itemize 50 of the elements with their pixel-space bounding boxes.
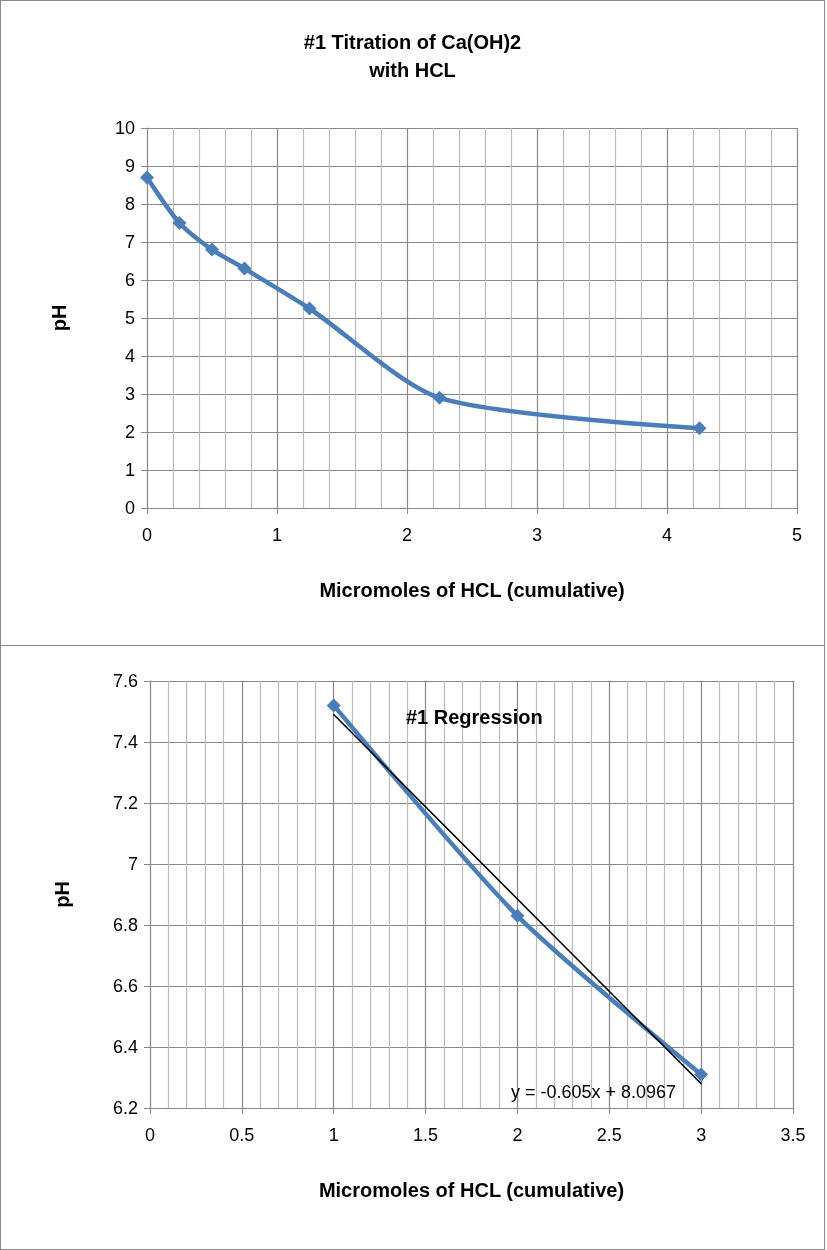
x-tick-label: 3: [531, 525, 543, 545]
point: [694, 1067, 709, 1082]
point: [205, 242, 219, 257]
y-tick-label: 10: [114, 118, 135, 138]
x-axis-title: Micromoles of HCL (cumulative): [319, 579, 625, 601]
text: #1 Regression: [406, 706, 543, 728]
y-tick-label: 7.6: [112, 671, 138, 691]
y-tick-label: 4: [124, 346, 135, 366]
point: [140, 170, 154, 185]
x-tick-label: 4: [661, 525, 673, 545]
point: [692, 421, 707, 436]
point: [432, 390, 447, 405]
y-tick-label: 7.2: [112, 793, 138, 813]
y-tick-label: 7: [124, 232, 135, 252]
y-tick-label: 7.4: [112, 732, 138, 752]
x-tick-label: 0: [141, 525, 153, 545]
x-tick-label: 3: [696, 1125, 707, 1145]
x-tick-label: 0.5: [229, 1125, 255, 1145]
point: [172, 216, 187, 230]
y-tick-label: 5: [124, 308, 135, 328]
x-tick-label: 1: [328, 1125, 339, 1145]
y-tick-label: 0: [124, 498, 135, 518]
point: [302, 301, 317, 316]
point: [237, 261, 252, 276]
x-tick-label: 3.5: [780, 1125, 806, 1145]
x-tick-label: 0: [144, 1125, 156, 1145]
x-tick-label: 5: [791, 525, 803, 545]
x-axis-title: Micromoles of HCL (cumulative): [318, 1179, 625, 1201]
y-axis-title: pH: [51, 881, 73, 908]
y-tick-label: 1: [124, 460, 135, 480]
y-tick-label: 3: [124, 384, 135, 404]
y-tick-label: 6.6: [112, 976, 138, 996]
y-tick-label: 8: [124, 194, 135, 214]
annotation: y = -0.605x + 8.0967: [510, 1082, 676, 1102]
x-tick-label: 1.5: [413, 1125, 439, 1145]
point: [326, 698, 341, 713]
y-tick-label: 6: [124, 270, 135, 290]
y-axis-title: pH: [48, 304, 70, 332]
point: [510, 908, 525, 923]
chart-title: #1 Titration of Ca(OH)2 with HCL: [303, 31, 522, 81]
x-tick-label: 2: [401, 525, 413, 545]
y-tick-label: 2: [124, 422, 135, 442]
y-tick-label: 6.8: [112, 915, 138, 935]
y-tick-label: 7: [127, 854, 138, 874]
x-tick-label: 2: [512, 1125, 523, 1145]
x-tick-label: 2.5: [596, 1125, 622, 1145]
y-tick-label: 6.4: [112, 1037, 138, 1057]
y-tick-label: 6.2: [112, 1098, 138, 1118]
x-tick-label: 1: [271, 525, 283, 545]
y-tick-label: 9: [124, 156, 135, 176]
